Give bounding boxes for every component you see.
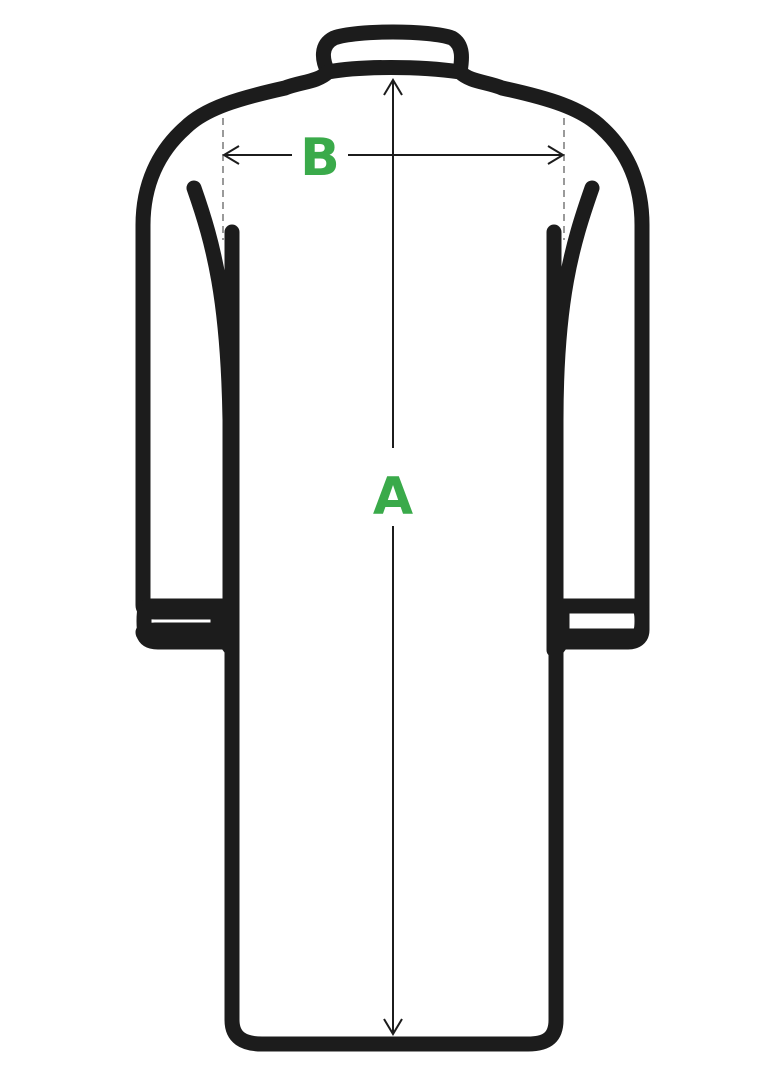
length-label: A — [373, 467, 413, 527]
coat-outline-icon — [135, 24, 650, 1052]
left-cuff — [136, 598, 232, 644]
right-cuff — [554, 598, 650, 644]
shoulder-guides — [222, 118, 565, 240]
coat-body-outline — [135, 60, 650, 1052]
width-label: B — [300, 128, 340, 188]
collar — [316, 24, 470, 80]
